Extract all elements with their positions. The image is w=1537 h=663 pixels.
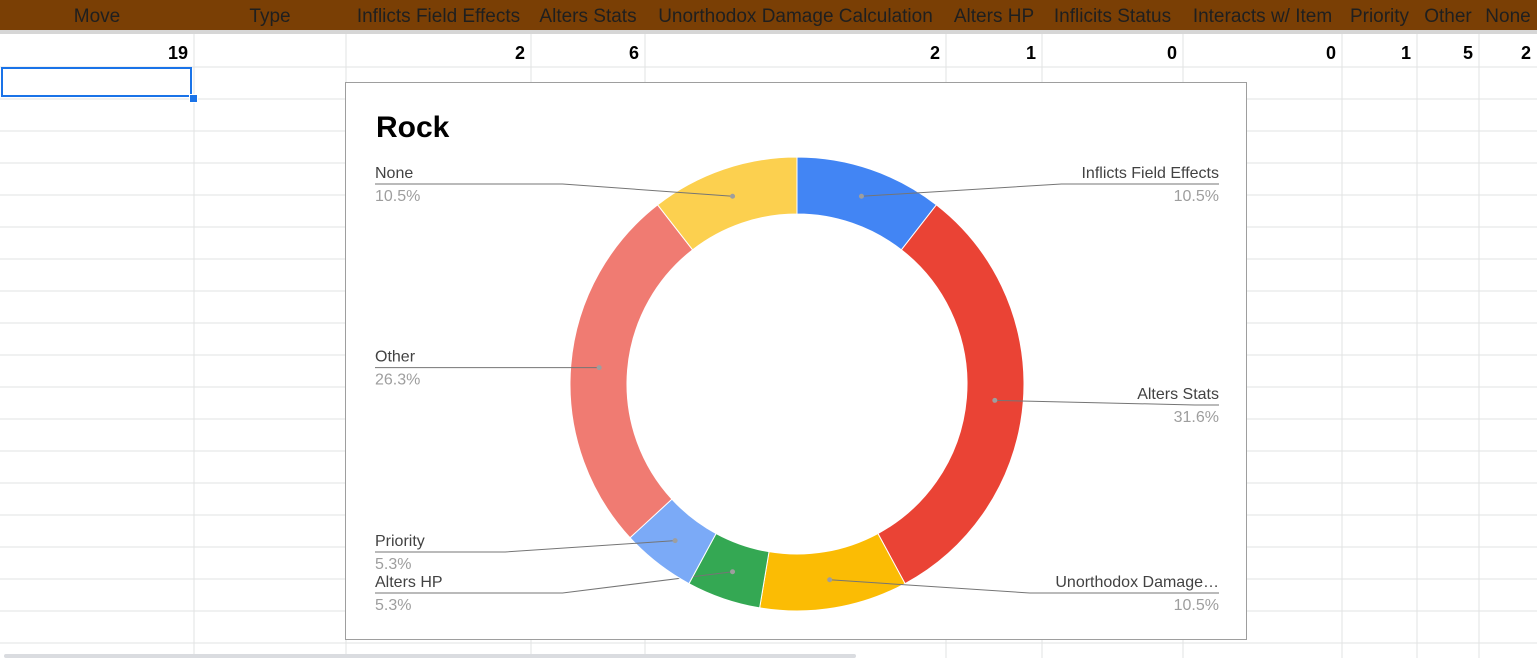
slice-percent: 5.3% xyxy=(375,556,411,573)
slice-percent: 10.5% xyxy=(375,188,420,205)
header-cell[interactable]: Move xyxy=(74,6,120,27)
leader-line xyxy=(375,183,733,197)
slice-percent: 5.3% xyxy=(375,597,411,614)
header-cell[interactable]: Inflicts Field Effects xyxy=(357,6,520,27)
pie-slice[interactable] xyxy=(877,204,1025,585)
leader-line xyxy=(994,399,1219,406)
value-cell[interactable]: 1 xyxy=(1401,43,1411,63)
slice-label: Alters HP xyxy=(375,574,443,591)
header-cell[interactable]: Interacts w/ Item xyxy=(1193,6,1332,27)
slice-label: Unorthodox Damage… xyxy=(1055,574,1219,591)
leader-dot xyxy=(672,538,678,544)
slice-label: Priority xyxy=(375,533,425,550)
leader-dot xyxy=(992,397,998,403)
value-cell[interactable]: 6 xyxy=(629,43,639,63)
value-cell[interactable]: 2 xyxy=(930,43,940,63)
header-separator xyxy=(0,30,1537,34)
selected-cell[interactable] xyxy=(1,67,192,97)
leader-dot xyxy=(730,569,736,575)
leader-dot xyxy=(858,193,864,199)
pie-chart[interactable]: Rock Inflicts Field Effects 10.5% Alters St… xyxy=(345,82,1247,640)
pie-slice[interactable] xyxy=(759,532,906,612)
leader-dot xyxy=(596,365,602,371)
horizontal-scrollbar[interactable] xyxy=(4,654,856,658)
pie-slice[interactable] xyxy=(569,204,694,539)
pie-slice[interactable] xyxy=(656,156,798,251)
chart-canvas: Rock Inflicts Field Effects 10.5% Alters St… xyxy=(375,111,1219,614)
leader-dot xyxy=(730,193,736,199)
header-cell[interactable]: Alters Stats xyxy=(539,6,636,27)
leader-line xyxy=(375,571,733,594)
value-cell[interactable]: 2 xyxy=(515,43,525,63)
header-row-bg xyxy=(0,0,1537,30)
value-cell[interactable]: 0 xyxy=(1167,43,1177,63)
value-cell[interactable]: 2 xyxy=(1521,43,1531,63)
slice-percent: 26.3% xyxy=(375,372,420,389)
value-cell[interactable]: 19 xyxy=(168,43,188,63)
header-cell[interactable]: Priority xyxy=(1350,6,1410,27)
leader-line xyxy=(375,540,676,553)
slice-label: Inflicts Field Effects xyxy=(1081,165,1219,182)
slice-label: Alters Stats xyxy=(1137,386,1219,403)
header-cell[interactable]: Unorthodox Damage Calculation xyxy=(658,6,933,27)
leader-dot xyxy=(827,577,833,583)
slice-label: Other xyxy=(375,349,416,366)
slice-percent: 10.5% xyxy=(1174,597,1219,614)
header-cell[interactable]: Type xyxy=(249,6,290,27)
leader-line xyxy=(829,579,1219,594)
value-cell[interactable]: 1 xyxy=(1026,43,1036,63)
slice-percent: 10.5% xyxy=(1174,188,1219,205)
fill-handle[interactable] xyxy=(189,94,198,103)
leader-line xyxy=(861,183,1219,197)
header-cell[interactable]: Alters HP xyxy=(954,6,1034,27)
header-cell[interactable]: Inflicits Status xyxy=(1054,6,1171,27)
chart-title: Rock xyxy=(376,111,450,144)
value-cell[interactable]: 0 xyxy=(1326,43,1336,63)
header-cell[interactable]: Other xyxy=(1424,6,1472,27)
header-cell[interactable]: None xyxy=(1485,6,1530,27)
slice-label: None xyxy=(375,165,413,182)
value-cell[interactable]: 5 xyxy=(1463,43,1473,63)
slice-percent: 31.6% xyxy=(1174,409,1219,426)
